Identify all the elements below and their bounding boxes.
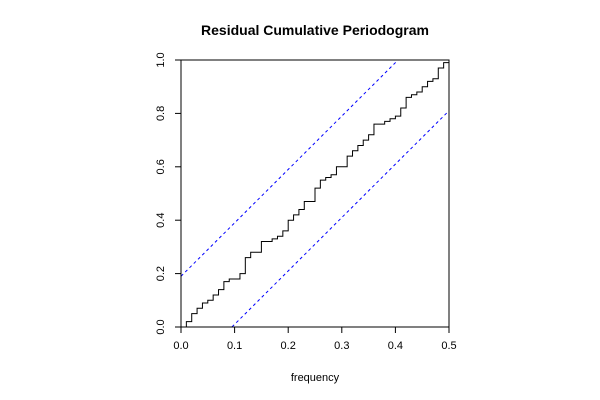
x-tick-label: 0.2 (281, 340, 296, 352)
x-tick-label: 0.0 (173, 340, 188, 352)
y-tick-label: 1.0 (155, 52, 167, 67)
x-axis-label: frequency (291, 372, 340, 384)
chart-title: Residual Cumulative Periodogram (201, 22, 429, 38)
y-tick-label: 0.8 (155, 106, 167, 121)
y-tick-label: 0.4 (155, 213, 167, 228)
x-tick-label: 0.1 (227, 340, 242, 352)
y-axis: 0.0 0.2 0.4 0.6 0.8 1.0 (155, 52, 181, 335)
x-tick-label: 0.3 (334, 340, 349, 352)
y-tick-label: 0.6 (155, 159, 167, 174)
cumulative-periodogram-series (181, 60, 449, 327)
x-tick-label: 0.5 (441, 340, 456, 352)
y-tick-label: 0.0 (155, 319, 167, 334)
y-tick-label: 0.2 (155, 266, 167, 281)
upper-confidence-band (181, 60, 399, 277)
plot-frame (180, 59, 450, 328)
x-axis: 0.0 0.1 0.2 0.3 0.4 0.5 (173, 327, 457, 352)
lower-confidence-band (231, 110, 449, 327)
x-tick-label: 0.4 (388, 340, 403, 352)
series-layer (181, 60, 449, 327)
